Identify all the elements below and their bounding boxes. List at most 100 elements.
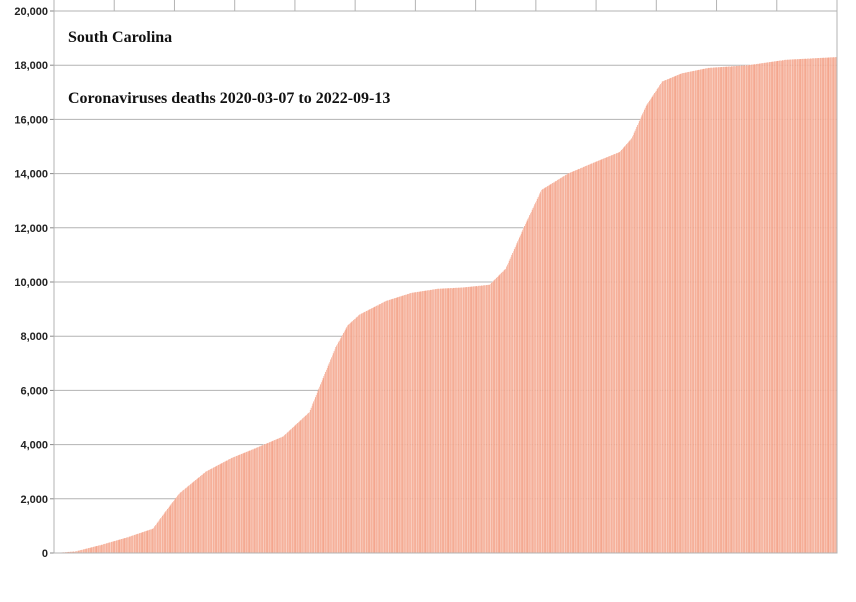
bar bbox=[455, 288, 456, 553]
bar bbox=[285, 434, 286, 553]
bar bbox=[107, 543, 108, 553]
bar bbox=[550, 185, 551, 553]
bar bbox=[729, 66, 730, 553]
bar bbox=[496, 278, 497, 553]
bar bbox=[548, 186, 549, 553]
bar bbox=[195, 480, 196, 553]
bar bbox=[227, 460, 228, 553]
bar bbox=[332, 355, 333, 553]
bar bbox=[325, 372, 326, 553]
bar bbox=[745, 65, 746, 553]
bar bbox=[403, 296, 404, 553]
bar bbox=[108, 543, 109, 553]
bar bbox=[187, 486, 188, 553]
bar bbox=[369, 309, 370, 553]
bar bbox=[303, 418, 304, 553]
bar bbox=[388, 300, 389, 553]
bar bbox=[143, 532, 144, 553]
bar bbox=[125, 538, 126, 553]
bar bbox=[685, 73, 686, 553]
bar bbox=[732, 66, 733, 553]
bar bbox=[591, 163, 592, 553]
bar bbox=[369, 310, 370, 553]
bar bbox=[760, 63, 761, 553]
bar bbox=[797, 59, 798, 553]
bar bbox=[513, 251, 514, 553]
bar bbox=[529, 215, 530, 553]
bar bbox=[547, 186, 548, 553]
bar bbox=[752, 65, 753, 553]
bar bbox=[724, 67, 725, 553]
bar bbox=[575, 170, 576, 553]
bar bbox=[594, 162, 595, 553]
bar bbox=[457, 288, 458, 553]
bar bbox=[124, 538, 125, 553]
bar bbox=[539, 195, 540, 553]
bar bbox=[755, 64, 756, 553]
bar bbox=[792, 59, 793, 553]
bar bbox=[434, 289, 435, 553]
bar bbox=[119, 540, 120, 553]
bar bbox=[131, 536, 132, 553]
bar bbox=[653, 94, 654, 553]
bar bbox=[711, 68, 712, 553]
bar bbox=[767, 62, 768, 553]
bar bbox=[266, 444, 267, 553]
bar bbox=[579, 169, 580, 553]
bar bbox=[482, 285, 483, 553]
bar bbox=[324, 376, 325, 553]
bar bbox=[254, 449, 255, 553]
bar bbox=[170, 505, 171, 553]
bar bbox=[160, 518, 161, 553]
bar bbox=[367, 311, 368, 553]
bar bbox=[742, 66, 743, 553]
bar bbox=[353, 320, 354, 553]
bar bbox=[516, 243, 517, 553]
bar bbox=[647, 103, 648, 553]
bar bbox=[317, 393, 318, 553]
bar bbox=[821, 58, 822, 553]
bar bbox=[400, 296, 401, 553]
bar bbox=[392, 299, 393, 553]
bar bbox=[180, 493, 181, 553]
bar bbox=[383, 302, 384, 553]
bar bbox=[299, 422, 300, 553]
bar bbox=[830, 57, 831, 553]
bar bbox=[130, 536, 131, 553]
bar bbox=[566, 175, 567, 553]
bar bbox=[355, 318, 356, 553]
bar bbox=[341, 336, 342, 553]
bar bbox=[115, 541, 116, 553]
bar bbox=[278, 439, 279, 553]
bar bbox=[677, 75, 678, 553]
bar bbox=[502, 272, 503, 553]
bar bbox=[803, 59, 804, 553]
bar bbox=[179, 493, 180, 553]
chart-title: South Carolina bbox=[68, 29, 172, 46]
bar bbox=[289, 431, 290, 553]
bar bbox=[338, 342, 339, 553]
bar bbox=[595, 162, 596, 553]
bar bbox=[607, 157, 608, 553]
bar bbox=[118, 540, 119, 553]
bar bbox=[276, 439, 277, 553]
bar bbox=[449, 288, 450, 553]
bar bbox=[746, 65, 747, 553]
bar bbox=[506, 267, 507, 553]
y-tick-label: 20,000 bbox=[14, 6, 48, 18]
bar bbox=[616, 153, 617, 553]
bar bbox=[230, 459, 231, 553]
bar bbox=[818, 58, 819, 553]
y-tick-label: 16,000 bbox=[14, 114, 48, 126]
y-tick-label: 2,000 bbox=[20, 494, 48, 506]
bar bbox=[452, 288, 453, 553]
bar bbox=[509, 261, 510, 553]
bar bbox=[111, 542, 112, 553]
bar bbox=[586, 166, 587, 553]
bar bbox=[426, 291, 427, 553]
bar bbox=[354, 319, 355, 553]
bar bbox=[444, 288, 445, 553]
bar bbox=[730, 66, 731, 553]
bar bbox=[628, 142, 629, 553]
bar bbox=[203, 474, 204, 553]
